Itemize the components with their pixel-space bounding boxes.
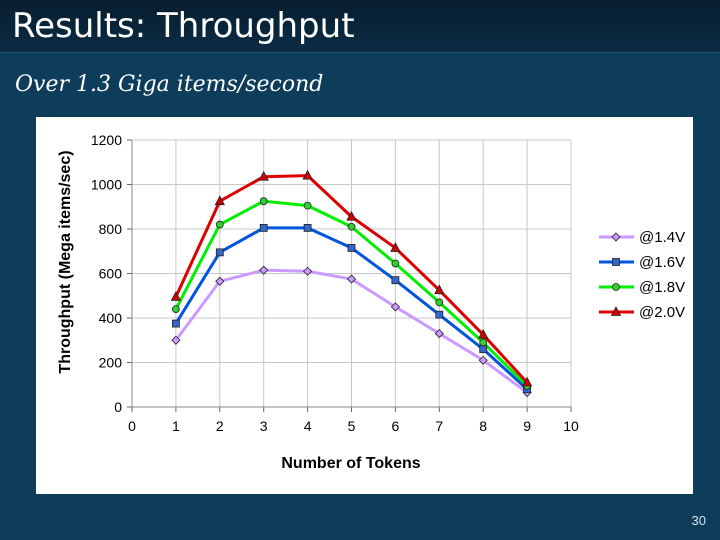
data-point-2-7 — [479, 338, 488, 347]
slide-subtitle: Over 1.3 Giga items/second — [15, 72, 324, 97]
data-point-3-7 — [478, 328, 489, 339]
legend-marker-0 — [611, 232, 621, 242]
y-tick-label: 0 — [114, 399, 122, 415]
x-tick-label: 1 — [172, 418, 180, 434]
axes — [127, 139, 572, 412]
x-tick-label: 7 — [435, 418, 443, 434]
data-point-1-0 — [171, 319, 180, 328]
data-point-3-3 — [302, 169, 313, 180]
data-point-1-4 — [347, 244, 356, 252]
legend-marker-1 — [612, 258, 620, 266]
data-point-2-5 — [391, 259, 400, 268]
data-point-3-5 — [390, 242, 401, 252]
data-point-3-0 — [170, 291, 182, 301]
data-point-1-1 — [215, 248, 224, 257]
legend-label-2: @1.8V — [639, 279, 685, 296]
data-point-1-3 — [303, 223, 312, 232]
data-point-0-0 — [171, 335, 181, 345]
slide-title: Results: Throughput — [12, 6, 355, 46]
x-tick-label: 9 — [523, 418, 531, 434]
y-tick-label: 200 — [99, 355, 123, 371]
x-tick-label: 6 — [392, 418, 400, 434]
title-bar: Results: Throughput — [0, 0, 720, 53]
data-point-2-4 — [347, 222, 356, 231]
y-tick-label: 800 — [99, 221, 123, 237]
data-point-1-2 — [259, 223, 268, 232]
data-point-0-1 — [215, 276, 225, 286]
series-markers — [170, 169, 533, 398]
data-point-1-6 — [435, 310, 444, 319]
legend-marker-3 — [610, 306, 622, 316]
y-tick-label: 600 — [99, 266, 123, 282]
data-point-3-8 — [521, 376, 533, 387]
y-tick-label: 1000 — [91, 177, 122, 193]
data-point-3-6 — [434, 284, 445, 295]
y-axis-label: Throughput (Mega items/sec) — [57, 150, 74, 373]
x-tick-label: 8 — [479, 418, 487, 434]
data-point-0-3 — [303, 266, 313, 276]
x-tick-label: 2 — [216, 418, 224, 434]
legend: @1.4V @1.6V @1.8V @2.0V — [599, 229, 685, 321]
data-point-2-3 — [303, 201, 312, 210]
data-point-2-6 — [435, 298, 444, 307]
chart-panel: 0 200 400 600 800 1000 1200 0 1 2 3 4 5 6 7 8 9 10 @1.4V @… — [36, 117, 693, 494]
tick-labels: 0 200 400 600 800 1000 1200 0 1 2 3 4 5 6 7 8 9 10 — [91, 132, 579, 434]
x-tick-label: 4 — [304, 418, 312, 434]
legend-marker-2 — [612, 283, 620, 291]
data-point-1-5 — [391, 276, 400, 285]
data-point-3-2 — [258, 170, 269, 181]
data-point-3-4 — [346, 210, 357, 221]
grid-lines — [131, 139, 572, 408]
data-point-3-1 — [214, 195, 225, 206]
data-point-2-0 — [171, 305, 180, 314]
data-point-0-7 — [478, 355, 488, 365]
legend-label-3: @2.0V — [639, 304, 685, 321]
data-point-0-6 — [434, 329, 444, 339]
data-point-2-1 — [215, 220, 224, 229]
legend-label-1: @1.6V — [639, 254, 685, 271]
x-tick-label: 0 — [128, 418, 136, 434]
x-axis-label: Number of Tokens — [281, 455, 420, 472]
y-tick-label: 1200 — [91, 132, 122, 148]
data-point-0-4 — [346, 274, 357, 284]
legend-label-0: @1.4V — [639, 229, 685, 246]
y-tick-label: 400 — [99, 310, 123, 326]
data-point-0-2 — [259, 265, 269, 275]
x-tick-label: 10 — [563, 418, 579, 434]
data-point-2-2 — [259, 197, 268, 206]
page-number: 30 — [691, 513, 706, 528]
x-tick-label: 5 — [348, 418, 356, 434]
data-point-1-7 — [479, 345, 488, 354]
x-tick-label: 3 — [260, 418, 268, 434]
data-point-0-5 — [390, 302, 400, 312]
